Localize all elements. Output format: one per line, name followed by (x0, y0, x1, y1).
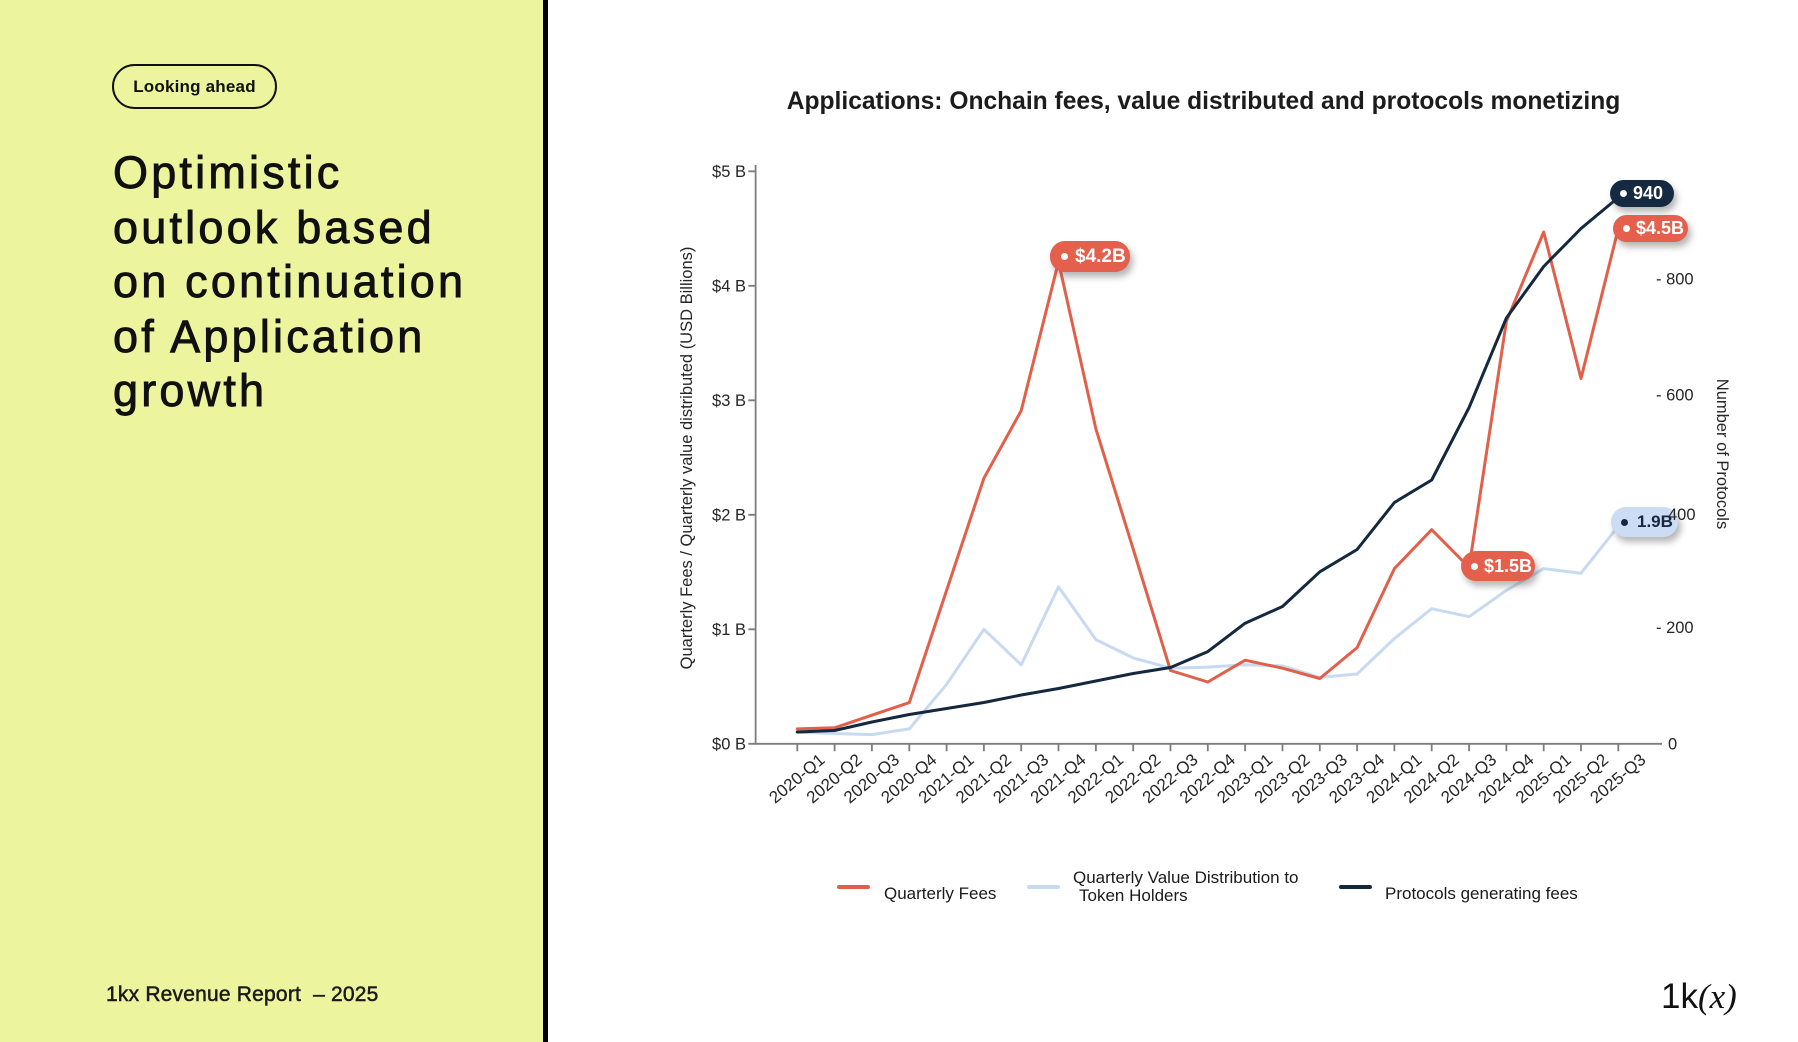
svg-text:Quarterly Fees / Quarterly val: Quarterly Fees / Quarterly value distrib… (678, 247, 696, 670)
svg-text:$3 B: $3 B (712, 392, 746, 410)
svg-text:$4 B: $4 B (712, 277, 746, 295)
svg-text:$2 B: $2 B (712, 506, 746, 524)
svg-text:0: 0 (1668, 735, 1677, 753)
svg-text:Number of Protocols: Number of Protocols (1713, 379, 1731, 529)
svg-text:$0 B: $0 B (712, 735, 746, 753)
svg-text:$5 B: $5 B (712, 163, 746, 181)
svg-text:- 200: - 200 (1656, 619, 1694, 637)
svg-text:- 600: - 600 (1656, 386, 1694, 404)
svg-text:$1 B: $1 B (712, 621, 746, 639)
svg-text:- 800: - 800 (1656, 270, 1694, 288)
